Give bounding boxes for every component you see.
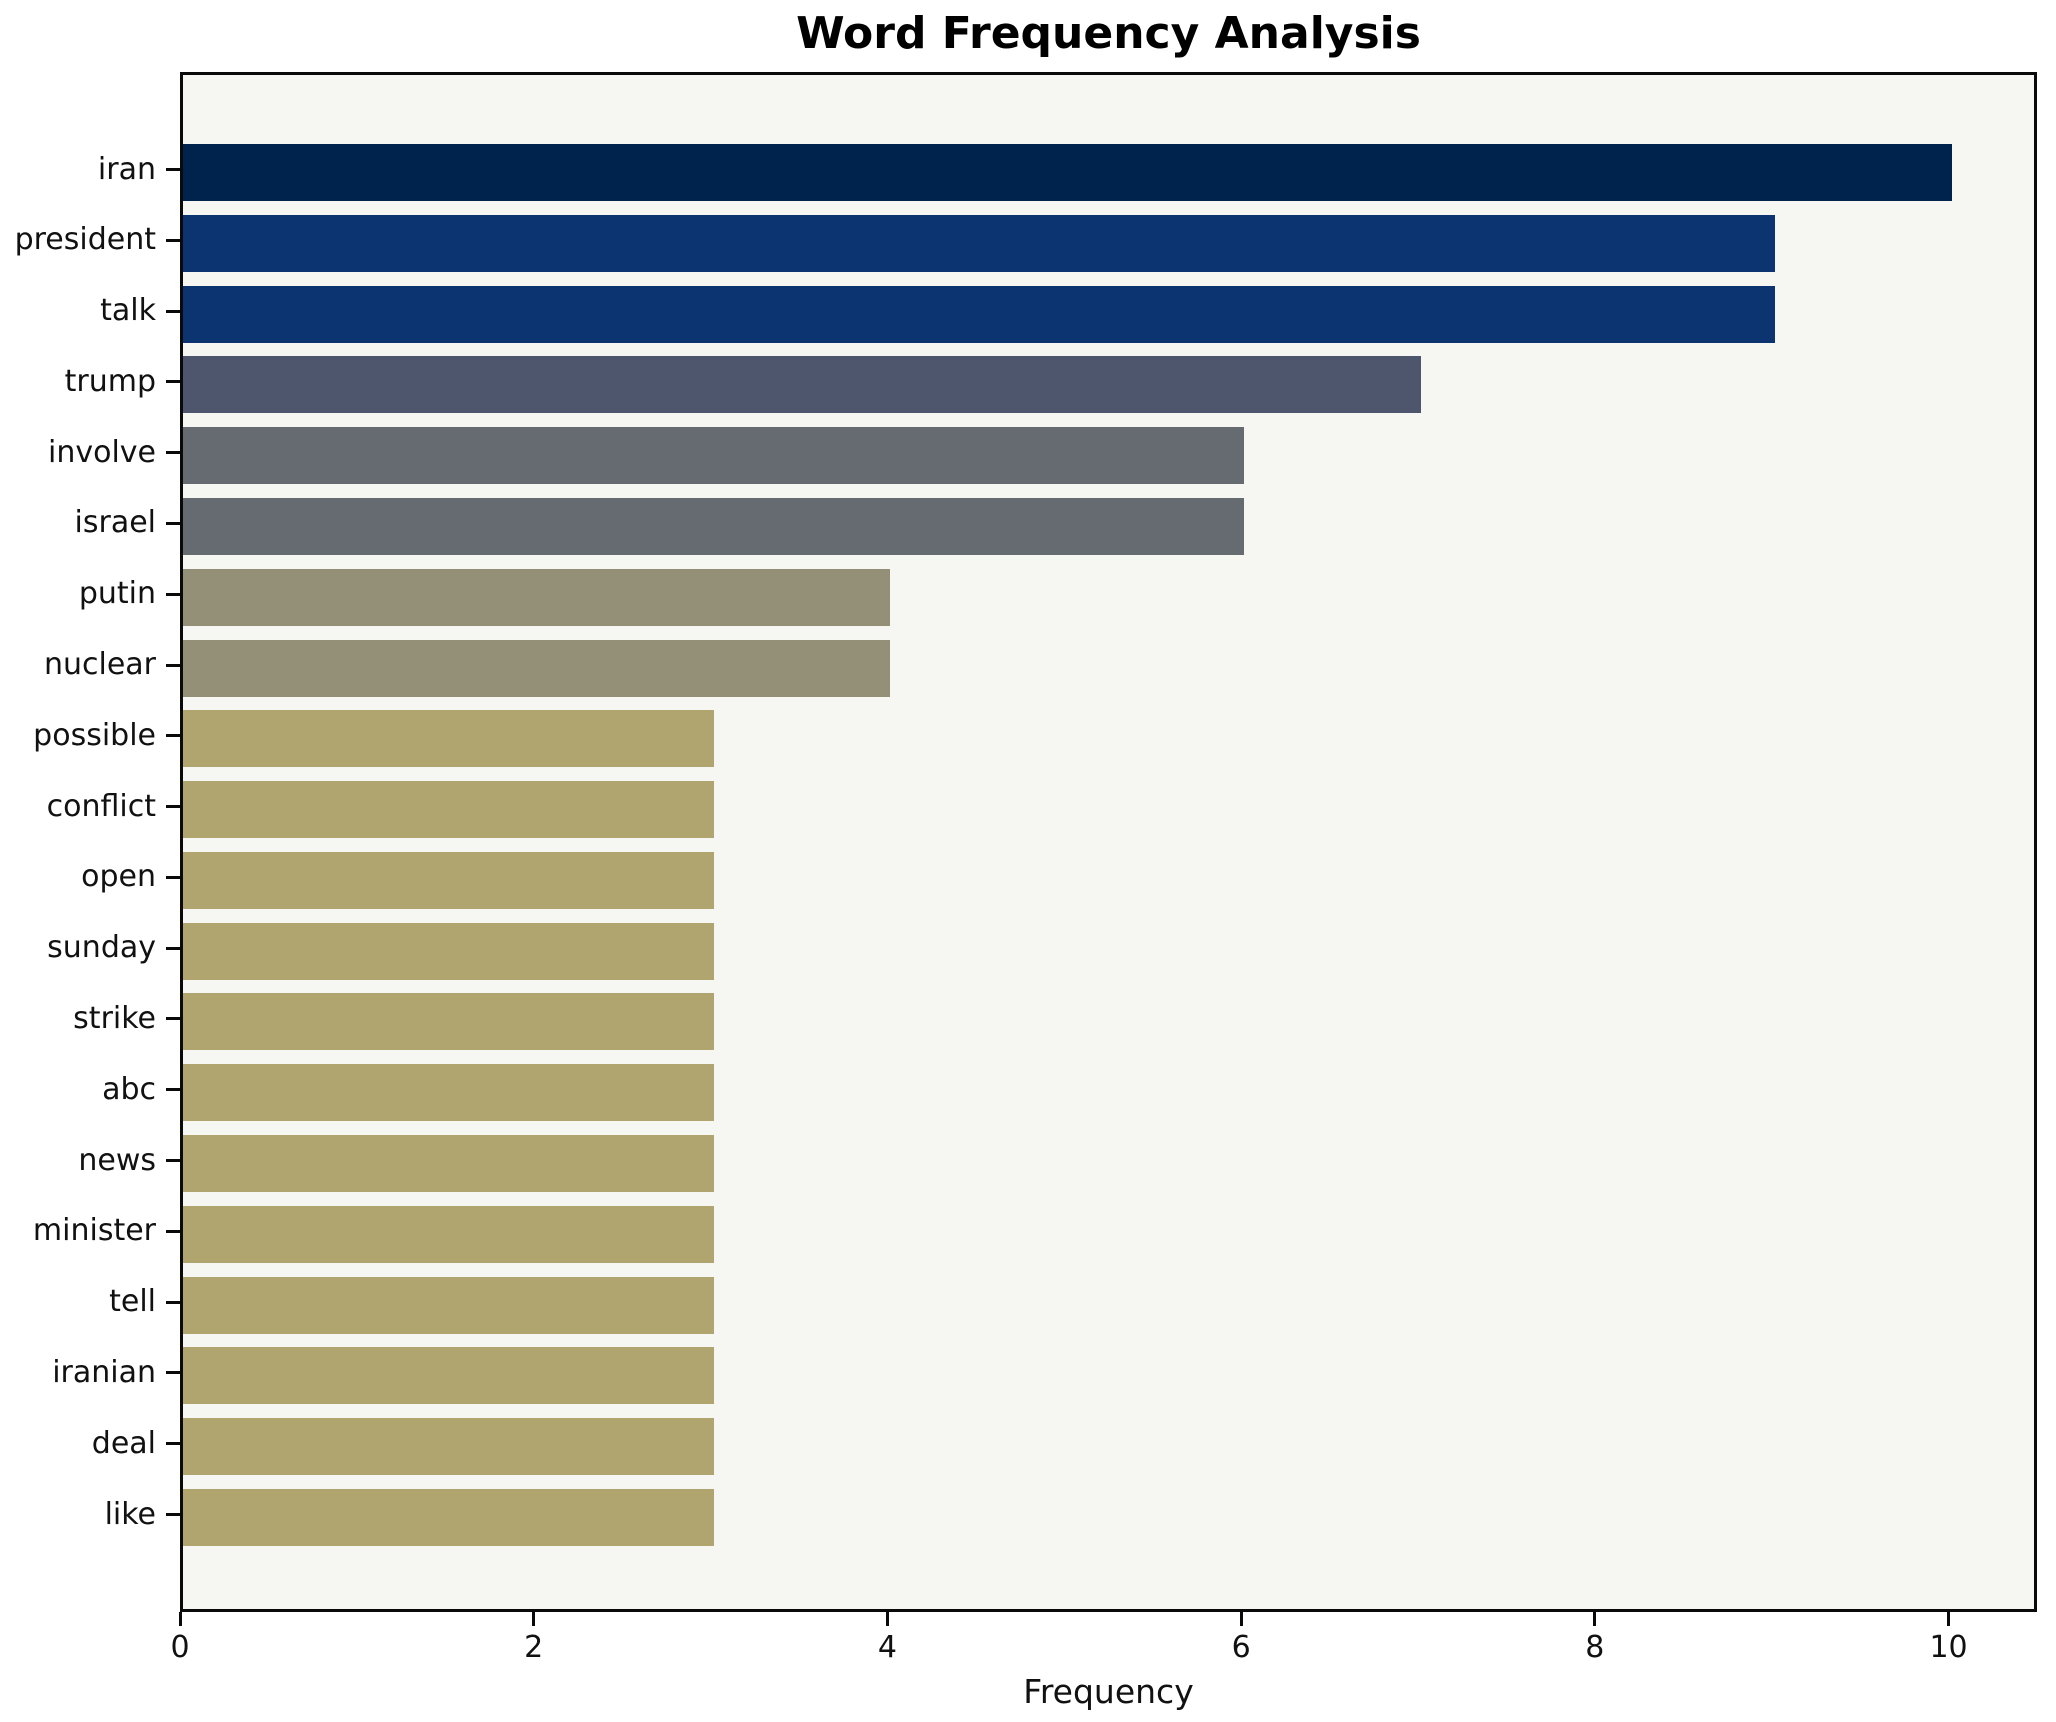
y-tick-label: involve (47, 434, 156, 470)
plot-area (180, 72, 2037, 1612)
bar (183, 922, 714, 980)
y-tick-mark (166, 875, 180, 879)
bar (183, 851, 714, 909)
y-tick-mark (166, 1300, 180, 1304)
bar (183, 1489, 714, 1546)
y-tick-mark (166, 451, 180, 455)
y-tick-mark (166, 1088, 180, 1092)
bar (183, 568, 891, 626)
y-tick-mark (166, 168, 180, 171)
bar (183, 639, 891, 697)
x-tick-mark (1593, 1612, 1597, 1626)
bar (183, 710, 714, 768)
y-tick-mark (166, 592, 180, 596)
chart-title: Word Frequency Analysis (796, 8, 1421, 59)
x-tick-label: 6 (1231, 1630, 1251, 1665)
y-tick-label: deal (91, 1425, 156, 1461)
y-tick-mark (166, 1229, 180, 1233)
bar (183, 497, 1245, 555)
x-tick-mark (1239, 1612, 1243, 1626)
y-tick-mark (166, 1442, 180, 1446)
bar (183, 1418, 714, 1476)
y-tick-label: abc (102, 1071, 156, 1107)
y-tick-mark (166, 1159, 180, 1163)
bar (183, 781, 714, 839)
bar (183, 356, 1421, 414)
bar (183, 214, 1775, 272)
y-tick-label: president (14, 222, 156, 258)
x-tick-label: 4 (877, 1630, 897, 1665)
y-tick-label: trump (64, 363, 156, 399)
y-tick-mark (166, 734, 180, 738)
bar (183, 285, 1775, 343)
y-tick-mark (166, 1513, 180, 1516)
x-tick-label: 10 (1929, 1630, 1968, 1665)
y-tick-mark (166, 521, 180, 525)
y-tick-label: israel (74, 505, 156, 541)
y-tick-mark (166, 380, 180, 384)
x-tick-mark (178, 1612, 182, 1626)
y-tick-label: talk (100, 293, 156, 329)
x-axis-label: Frequency (1023, 1672, 1194, 1711)
bar (183, 1205, 714, 1263)
y-tick-mark (166, 309, 180, 313)
y-tick-label: iranian (52, 1354, 156, 1390)
y-tick-label: strike (73, 1000, 156, 1036)
y-tick-label: like (104, 1496, 156, 1532)
y-tick-label: possible (33, 717, 156, 753)
y-tick-mark (166, 946, 180, 950)
y-tick-label: news (78, 1142, 156, 1178)
y-tick-label: iran (97, 151, 156, 187)
y-tick-mark (166, 663, 180, 667)
bar (183, 1064, 714, 1122)
bar (183, 993, 714, 1051)
y-tick-label: sunday (47, 930, 156, 966)
y-tick-mark (166, 805, 180, 809)
x-tick-label: 2 (524, 1630, 544, 1665)
y-tick-label: open (81, 859, 156, 895)
y-tick-label: nuclear (43, 647, 156, 683)
x-tick-label: 8 (1585, 1630, 1605, 1665)
y-tick-label: conflict (46, 788, 156, 824)
bar (183, 427, 1245, 485)
bar (183, 1276, 714, 1334)
y-tick-label: minister (32, 1213, 156, 1249)
bar (183, 1135, 714, 1193)
x-tick-mark (532, 1612, 536, 1626)
bar (183, 1347, 714, 1405)
y-tick-mark (166, 1017, 180, 1021)
bar (183, 144, 1952, 201)
x-tick-label: 0 (170, 1630, 190, 1665)
x-tick-mark (1947, 1612, 1951, 1626)
y-tick-mark (166, 238, 180, 242)
y-tick-mark (166, 1371, 180, 1375)
x-tick-mark (885, 1612, 889, 1626)
y-tick-label: putin (78, 576, 156, 612)
y-tick-label: tell (109, 1284, 156, 1320)
